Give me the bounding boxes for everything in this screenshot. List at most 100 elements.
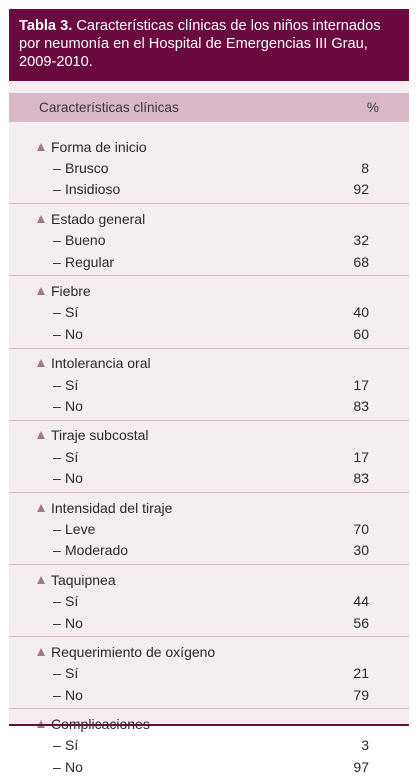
row-label-cell: – Insidioso bbox=[53, 181, 120, 197]
table-row: – Regular 68 bbox=[9, 251, 409, 272]
row-value: 83 bbox=[353, 470, 369, 487]
table-row: – Leve 70 bbox=[9, 518, 409, 539]
row-value: 83 bbox=[353, 397, 369, 414]
column-header-percent: % bbox=[366, 100, 379, 115]
dash-bullet: – bbox=[53, 665, 61, 682]
row-label: Insidioso bbox=[65, 181, 121, 198]
row-label: Sí bbox=[65, 665, 79, 682]
category-name: Intensidad del tiraje bbox=[51, 499, 173, 516]
category-row: Estado general bbox=[9, 208, 409, 229]
row-label-cell: – No bbox=[53, 398, 83, 414]
category-cell: Fiebre bbox=[37, 283, 91, 299]
row-label-cell: – Regular bbox=[53, 254, 114, 270]
triangle-up-icon bbox=[37, 287, 45, 296]
row-label: Sí bbox=[65, 304, 79, 321]
category-row: Taquipnea bbox=[9, 569, 409, 590]
row-value: 17 bbox=[353, 376, 369, 393]
column-header: Características clínicas % bbox=[9, 93, 409, 122]
row-label: Sí bbox=[65, 376, 79, 393]
triangle-up-icon bbox=[37, 142, 45, 151]
row-value: 3 bbox=[361, 737, 369, 754]
table-row: – No 83 bbox=[9, 395, 409, 416]
triangle-up-icon bbox=[37, 359, 45, 368]
triangle-up-icon bbox=[37, 575, 45, 584]
category-cell: Forma de inicio bbox=[37, 139, 147, 155]
triangle-up-icon bbox=[37, 503, 45, 512]
row-label: No bbox=[65, 325, 83, 342]
dash-bullet: – bbox=[53, 758, 61, 775]
dash-bullet: – bbox=[53, 304, 61, 321]
category-cell: Intolerancia oral bbox=[37, 355, 151, 371]
category-name: Estado general bbox=[51, 210, 146, 227]
category-name: Tiraje subcostal bbox=[51, 427, 149, 444]
row-label-cell: – Brusco bbox=[53, 160, 109, 176]
dash-bullet: – bbox=[53, 737, 61, 754]
row-label-cell: – No bbox=[53, 687, 83, 703]
triangle-up-icon bbox=[37, 647, 45, 656]
bottom-rule bbox=[9, 724, 409, 726]
table-row: – Moderado 30 bbox=[9, 540, 409, 561]
row-value: 17 bbox=[353, 448, 369, 465]
category-row: Intolerancia oral bbox=[9, 353, 409, 374]
row-label-cell: – Sí bbox=[53, 449, 78, 465]
row-label: Sí bbox=[65, 593, 79, 610]
row-label-cell: – No bbox=[53, 615, 83, 631]
table-card: Tabla 3. Características clínicas de los… bbox=[9, 9, 409, 775]
dash-bullet: – bbox=[53, 253, 61, 270]
row-value: 30 bbox=[353, 542, 369, 559]
row-value: 32 bbox=[353, 232, 369, 249]
row-value: 68 bbox=[353, 253, 369, 270]
dash-bullet: – bbox=[53, 470, 61, 487]
triangle-up-icon bbox=[37, 431, 45, 440]
row-value: 8 bbox=[361, 160, 369, 177]
dash-bullet: – bbox=[53, 448, 61, 465]
dash-bullet: – bbox=[53, 376, 61, 393]
row-value: 70 bbox=[353, 520, 369, 537]
table-row: – No 83 bbox=[9, 467, 409, 488]
table-group: Forma de inicio – Brusco 8 – Insidioso 92 bbox=[9, 132, 409, 205]
row-label-cell: – No bbox=[53, 759, 83, 775]
category-name: Intolerancia oral bbox=[51, 355, 151, 372]
table-group: Fiebre – Sí 40 – No 60 bbox=[9, 276, 409, 349]
category-cell: Taquipnea bbox=[37, 572, 116, 588]
row-label: No bbox=[65, 686, 83, 703]
dash-bullet: – bbox=[53, 686, 61, 703]
table-row: – Insidioso 92 bbox=[9, 179, 409, 200]
row-label-cell: – Leve bbox=[53, 521, 95, 537]
row-label: Sí bbox=[65, 448, 79, 465]
row-label: Regular bbox=[65, 253, 115, 270]
table-row: – Brusco 8 bbox=[9, 157, 409, 178]
table-row: – Sí 44 bbox=[9, 590, 409, 611]
dash-bullet: – bbox=[53, 232, 61, 249]
dash-bullet: – bbox=[53, 181, 61, 198]
category-row: Requerimiento de oxígeno bbox=[9, 641, 409, 662]
row-label: Moderado bbox=[65, 542, 129, 559]
row-label-cell: – Sí bbox=[53, 304, 78, 320]
table-row: – Sí 21 bbox=[9, 663, 409, 684]
dash-bullet: – bbox=[53, 542, 61, 559]
row-label: No bbox=[65, 758, 83, 775]
category-cell: Tiraje subcostal bbox=[37, 427, 149, 443]
category-name: Taquipnea bbox=[51, 571, 116, 588]
table-group: Requerimiento de oxígeno – Sí 21 – No 79 bbox=[9, 637, 409, 710]
table-row: – Sí 3 bbox=[9, 735, 409, 756]
dash-bullet: – bbox=[53, 325, 61, 342]
row-label-cell: – No bbox=[53, 326, 83, 342]
table-group: Estado general – Bueno 32 – Regular 68 bbox=[9, 204, 409, 277]
table-group: Intolerancia oral – Sí 17 – No 83 bbox=[9, 349, 409, 421]
category-name: Fiebre bbox=[51, 283, 91, 300]
category-row: Fiebre bbox=[9, 280, 409, 301]
row-value: 60 bbox=[353, 325, 369, 342]
dash-bullet: – bbox=[53, 614, 61, 631]
row-label-cell: – Sí bbox=[53, 737, 78, 753]
row-label: No bbox=[65, 470, 83, 487]
category-name: Forma de inicio bbox=[51, 138, 147, 155]
row-label-cell: – Sí bbox=[53, 377, 78, 393]
table-row: – No 97 bbox=[9, 756, 409, 777]
row-value: 79 bbox=[353, 686, 369, 703]
category-row: Forma de inicio bbox=[9, 136, 409, 157]
row-label: Bueno bbox=[65, 232, 106, 249]
row-label-cell: – No bbox=[53, 470, 83, 486]
row-value: 40 bbox=[353, 304, 369, 321]
dash-bullet: – bbox=[53, 520, 61, 537]
